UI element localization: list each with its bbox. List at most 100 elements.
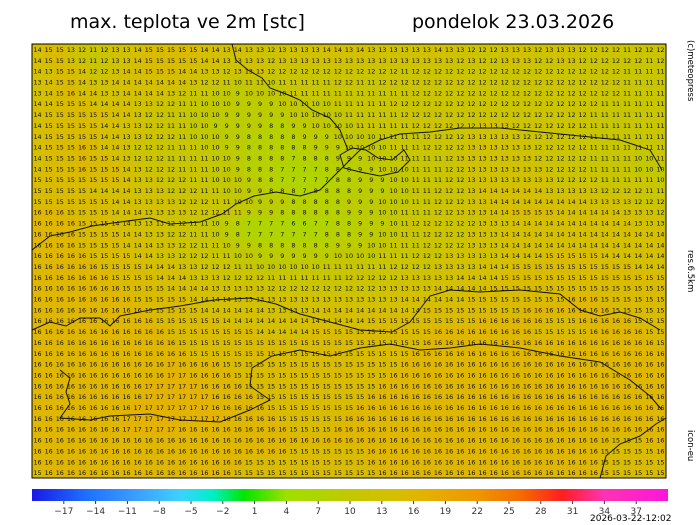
grid-cell (410, 326, 422, 338)
grid-cell (354, 282, 367, 294)
grid-value: 16 (634, 328, 642, 336)
grid-value: 11 (623, 144, 631, 152)
grid-cell (610, 119, 622, 132)
grid-cell (588, 130, 600, 143)
grid-value: 14 (111, 209, 119, 217)
grid-value: 12 (445, 209, 453, 217)
grid-cell (54, 119, 66, 132)
grid-value: 8 (269, 133, 273, 141)
grid-value: 16 (122, 350, 130, 358)
grid-cell (532, 152, 545, 164)
grid-value: 16 (122, 339, 130, 347)
grid-cell (588, 87, 600, 99)
grid-cell (399, 445, 411, 457)
grid-value: 13 (590, 198, 598, 206)
grid-cell (87, 271, 100, 284)
grid-value: 15 (223, 339, 231, 347)
grid-value: 12 (200, 252, 208, 260)
grid-value: 9 (236, 144, 240, 152)
grid-cell (187, 217, 200, 229)
grid-cell (476, 141, 489, 153)
grid-cell (143, 174, 155, 186)
grid-value: 7 (291, 154, 295, 162)
grid-cell (132, 336, 144, 349)
grid-cell (432, 261, 444, 273)
grid-cell (165, 174, 177, 186)
grid-value: 16 (467, 361, 475, 369)
grid-value: 16 (45, 252, 53, 260)
grid-cell (387, 282, 400, 294)
grid-value: 13 (234, 296, 242, 304)
grid-value: 15 (556, 274, 564, 282)
grid-cell (643, 326, 656, 338)
grid-cell (343, 217, 355, 229)
grid-cell (554, 336, 567, 349)
grid-cell (421, 119, 433, 132)
grid-value: 16 (234, 393, 242, 401)
grid-cell (387, 250, 400, 262)
grid-cell (43, 304, 55, 316)
grid-cell (109, 456, 122, 468)
grid-value: 16 (401, 382, 409, 390)
grid-cell (588, 239, 600, 251)
grid-cell (176, 87, 189, 99)
grid-value: 13 (434, 263, 442, 271)
grid-cell (287, 76, 300, 88)
grid-value: 14 (634, 230, 642, 238)
grid-cell (577, 98, 589, 110)
grid-value: 16 (556, 404, 564, 412)
grid-value: 7 (325, 176, 329, 184)
grid-value: 16 (134, 371, 142, 379)
grid-value: 16 (579, 371, 587, 379)
grid-value: 14 (501, 187, 509, 195)
grid-value: 16 (490, 437, 498, 445)
grid-value: 15 (89, 154, 97, 162)
grid-value: 16 (89, 371, 97, 379)
grid-value: 14 (334, 306, 342, 314)
grid-cell (276, 174, 289, 186)
grid-value: 16 (100, 296, 108, 304)
grid-value: 14 (545, 198, 553, 206)
grid-value: 12 (490, 111, 498, 119)
grid-value: 12 (579, 165, 587, 173)
grid-cell (610, 336, 622, 349)
grid-cell (399, 185, 411, 197)
grid-value: 16 (78, 447, 86, 455)
grid-value: 14 (189, 296, 197, 304)
grid-cell (76, 391, 89, 403)
grid-cell (421, 152, 433, 164)
grid-cell (354, 347, 367, 360)
grid-cell (65, 119, 77, 132)
grid-cell (399, 98, 411, 110)
grid-value: 15 (456, 317, 464, 325)
grid-cell (143, 228, 155, 240)
grid-value: 15 (145, 68, 153, 76)
grid-cell (365, 326, 378, 338)
grid-cell (432, 217, 444, 229)
grid-cell (510, 282, 522, 294)
grid-cell (510, 76, 522, 88)
grid-cell (87, 119, 100, 132)
grid-cell (98, 228, 111, 240)
grid-cell (176, 282, 189, 294)
grid-value: 14 (512, 187, 520, 195)
grid-cell (365, 423, 378, 435)
grid-cell (32, 423, 44, 435)
grid-value: 12 (134, 154, 142, 162)
grid-value: 16 (512, 328, 520, 336)
grid-value: 12 (412, 100, 420, 108)
grid-value: 8 (258, 241, 262, 249)
grid-cell (643, 65, 656, 77)
grid-value: 15 (45, 165, 53, 173)
grid-cell (521, 174, 533, 186)
grid-cell (354, 369, 367, 381)
grid-cell (265, 185, 278, 197)
grid-value: 9 (236, 241, 240, 249)
grid-cell (254, 54, 266, 67)
grid-cell (109, 54, 122, 67)
grid-cell (276, 369, 289, 381)
grid-cell (265, 391, 278, 403)
grid-cell (143, 98, 155, 110)
grid-value: 15 (278, 393, 286, 401)
grid-cell (87, 358, 100, 370)
